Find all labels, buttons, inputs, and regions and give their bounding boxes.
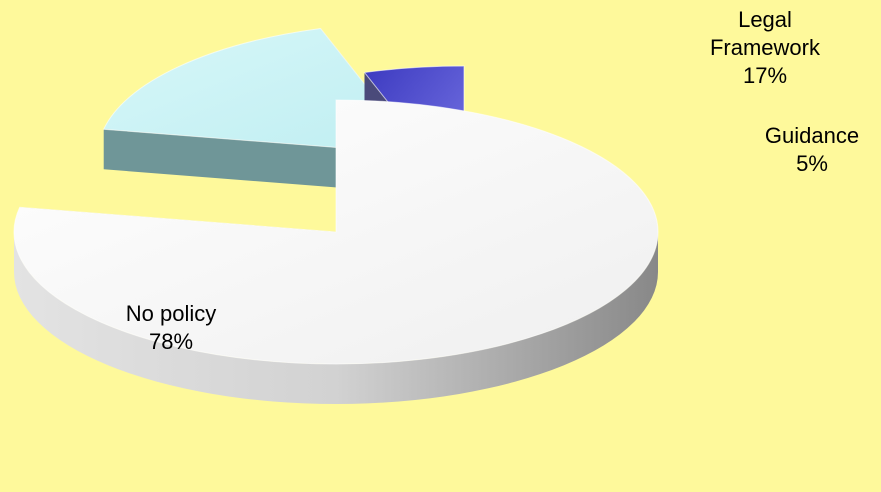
pie-slice-no-policy-top <box>13 99 659 365</box>
pie-slices <box>13 27 659 404</box>
data-label-no-policy-name: No policy <box>125 301 217 326</box>
data-label-guidance: Guidance 5% <box>752 122 872 178</box>
pie-slice-no-policy-outer-wall <box>14 232 658 404</box>
data-label-no-policy: No policy 78% <box>100 300 242 356</box>
data-label-legal-framework: Legal Framework 17% <box>660 6 870 90</box>
data-label-legal-framework-percent: 17% <box>742 63 788 88</box>
data-label-guidance-percent: 5% <box>796 151 828 176</box>
data-label-guidance-name: Guidance <box>764 123 860 148</box>
data-label-legal-framework-name-line1: Legal <box>738 7 792 32</box>
data-label-legal-framework-name-line2: Framework <box>709 35 820 60</box>
data-label-no-policy-percent: 78% <box>148 329 194 354</box>
pie-slice-no-policy <box>13 99 659 404</box>
